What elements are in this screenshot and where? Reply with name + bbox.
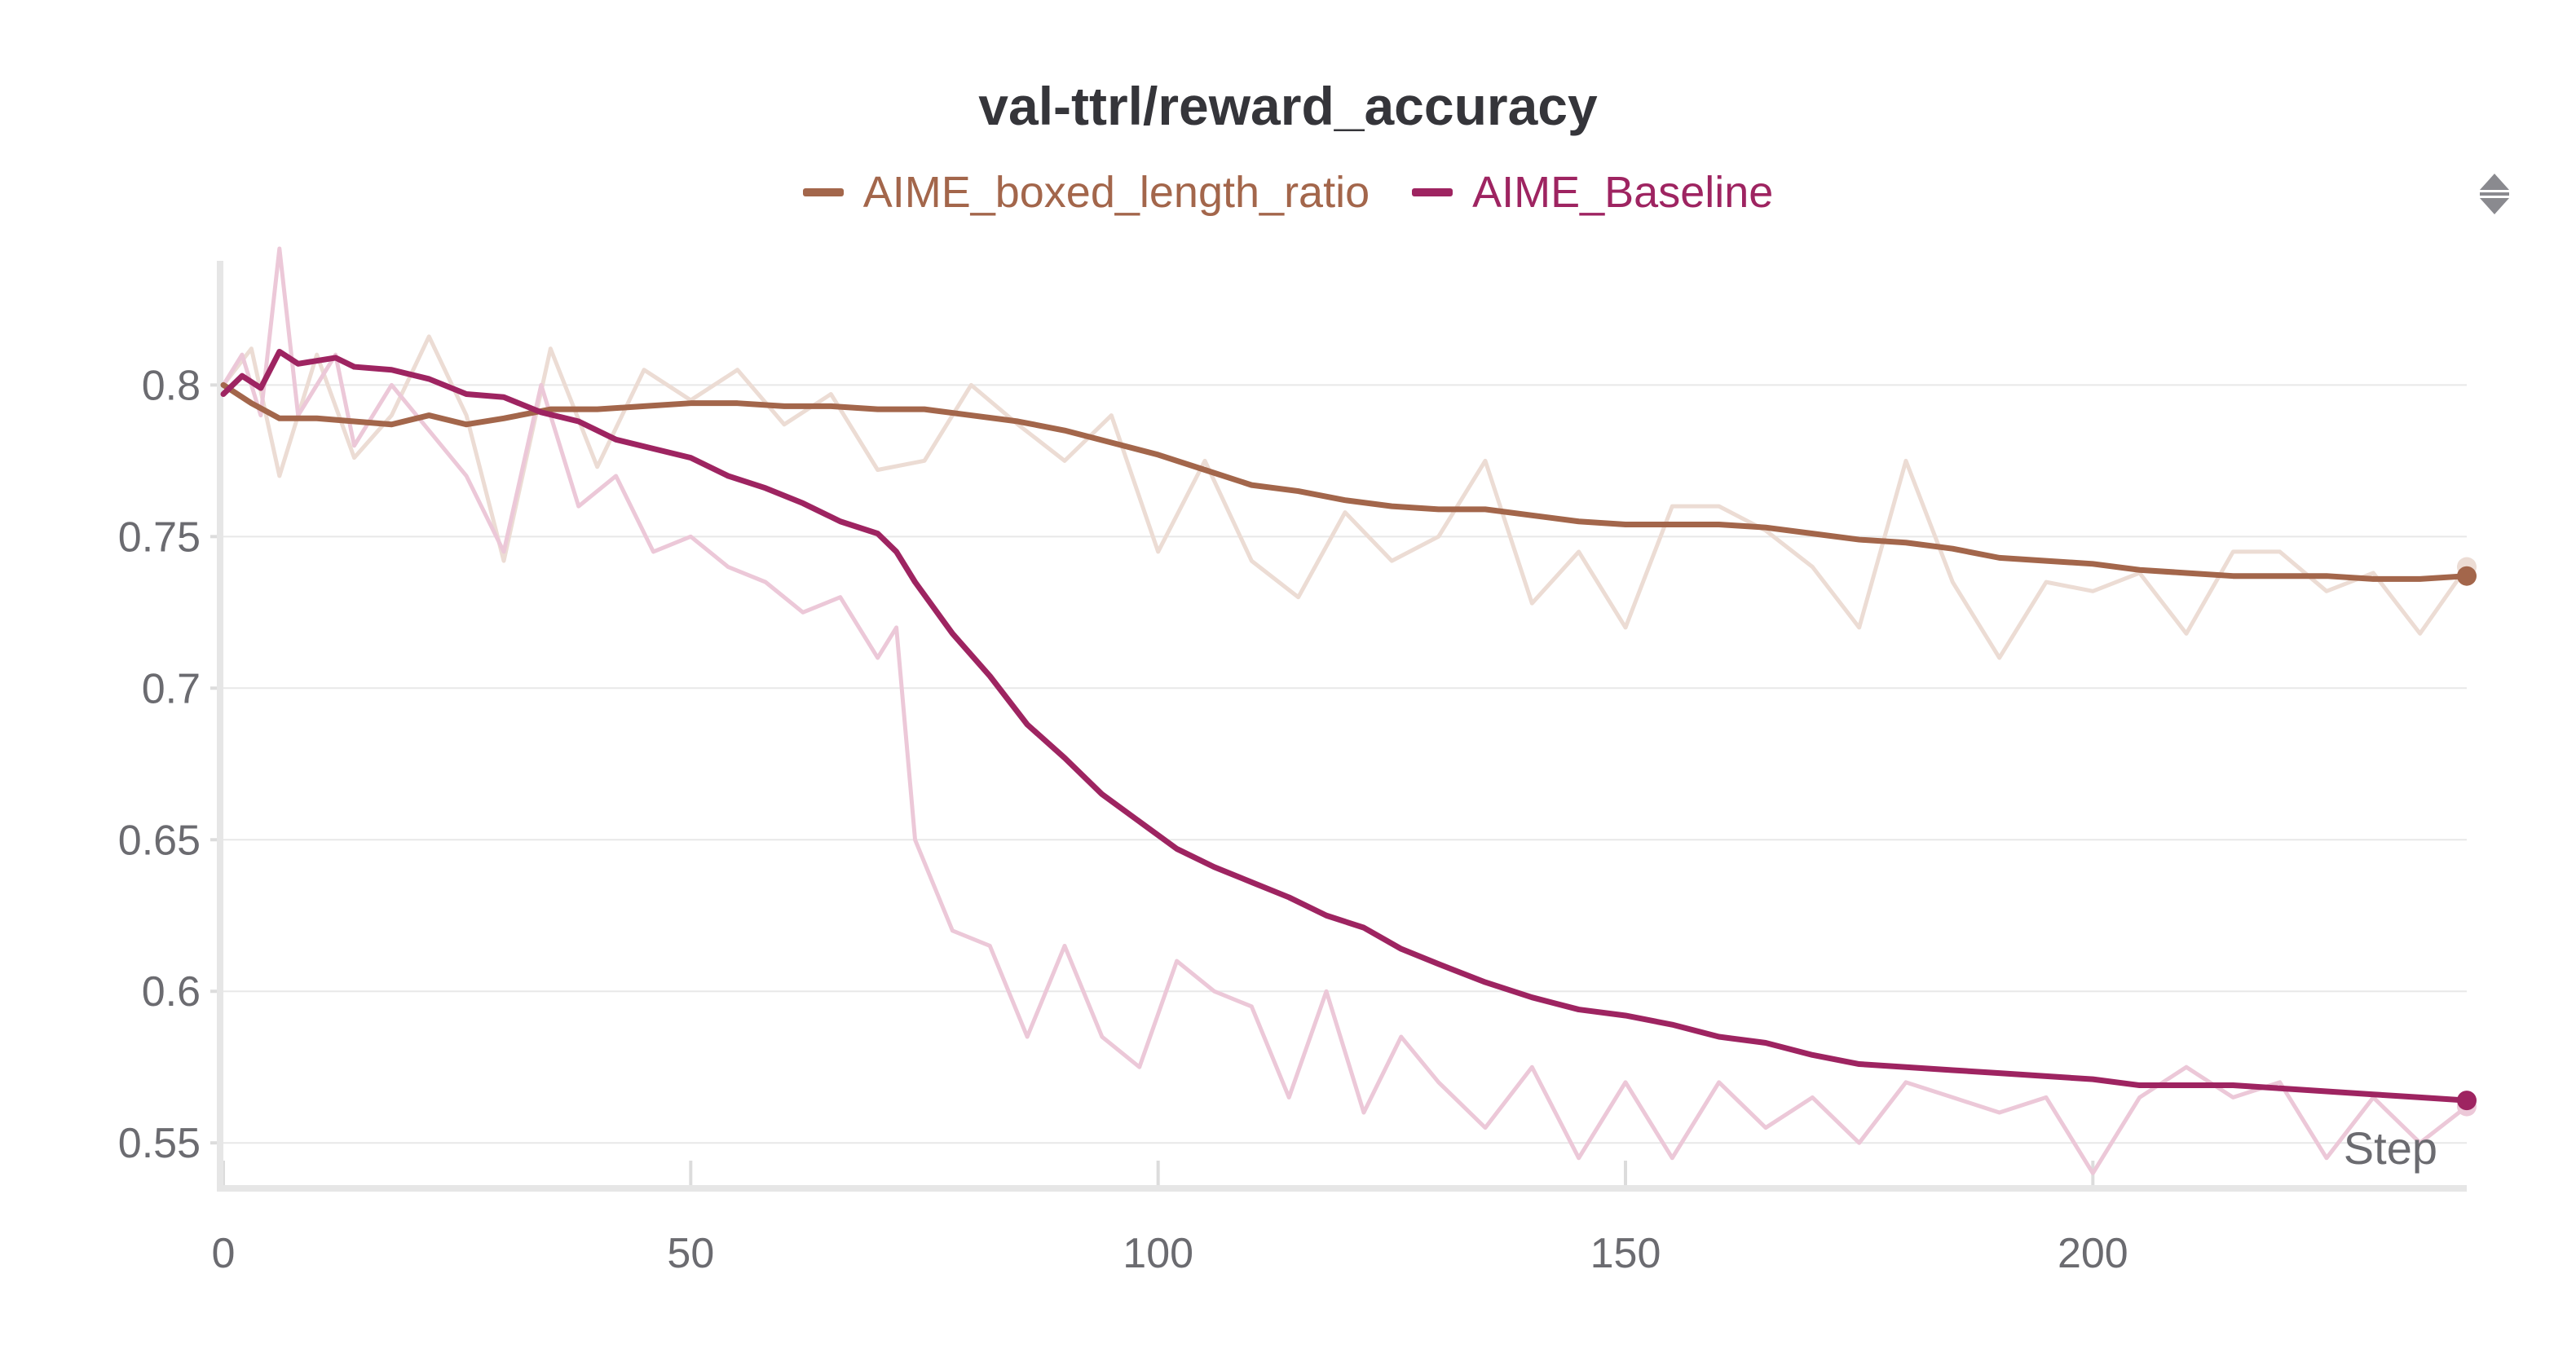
grid-lines xyxy=(210,383,2467,1192)
chart-title: val-ttrl/reward_accuracy xyxy=(978,76,1598,136)
legend-swatch-baseline xyxy=(1412,188,1453,196)
legend-item-boxed-length-ratio[interactable]: AIME_boxed_length_ratio xyxy=(802,167,1370,218)
x-tick-label: 150 xyxy=(1590,1230,1661,1277)
tick-labels: 0.55 0.6 0.65 0.7 0.75 0.8 0 50 100 150 200 xyxy=(118,362,2128,1277)
legend-swatch-boxed-length-ratio xyxy=(802,188,844,196)
legend-label-boxed-length-ratio: AIME_boxed_length_ratio xyxy=(862,168,1370,217)
x-axis-label: Step xyxy=(2344,1122,2437,1174)
y-tick-label: 0.6 xyxy=(142,968,201,1016)
x-tick-label: 0 xyxy=(212,1230,236,1277)
legend-item-baseline[interactable]: AIME_Baseline xyxy=(1412,167,1773,218)
end-point-baseline[interactable] xyxy=(2457,1091,2477,1111)
y-tick-label: 0.65 xyxy=(118,817,201,864)
series-raw-line-baseline xyxy=(221,246,2468,1175)
y-tick-label: 0.75 xyxy=(118,513,201,561)
y-tick-label: 0.55 xyxy=(118,1120,201,1167)
y-tick-label: 0.7 xyxy=(142,665,201,712)
end-markers xyxy=(2457,557,2477,1117)
raw-series xyxy=(221,246,2469,1175)
end-point-boxed-length-ratio[interactable] xyxy=(2457,566,2477,586)
y-tick-label: 0.8 xyxy=(142,362,201,409)
series-line-baseline[interactable] xyxy=(220,348,2470,1104)
series-line-boxed-length-ratio[interactable] xyxy=(220,381,2470,582)
legend: AIME_boxed_length_ratio AIME_Baseline xyxy=(0,167,2576,218)
legend-label-baseline: AIME_Baseline xyxy=(1472,168,1774,217)
axes xyxy=(217,261,2467,1192)
x-tick-label: 50 xyxy=(667,1230,714,1277)
sort-arrows-icon[interactable] xyxy=(2470,165,2519,223)
x-tick-label: 100 xyxy=(1123,1230,1193,1277)
x-tick-label: 200 xyxy=(2058,1230,2128,1277)
smoothed-series xyxy=(220,348,2470,1104)
